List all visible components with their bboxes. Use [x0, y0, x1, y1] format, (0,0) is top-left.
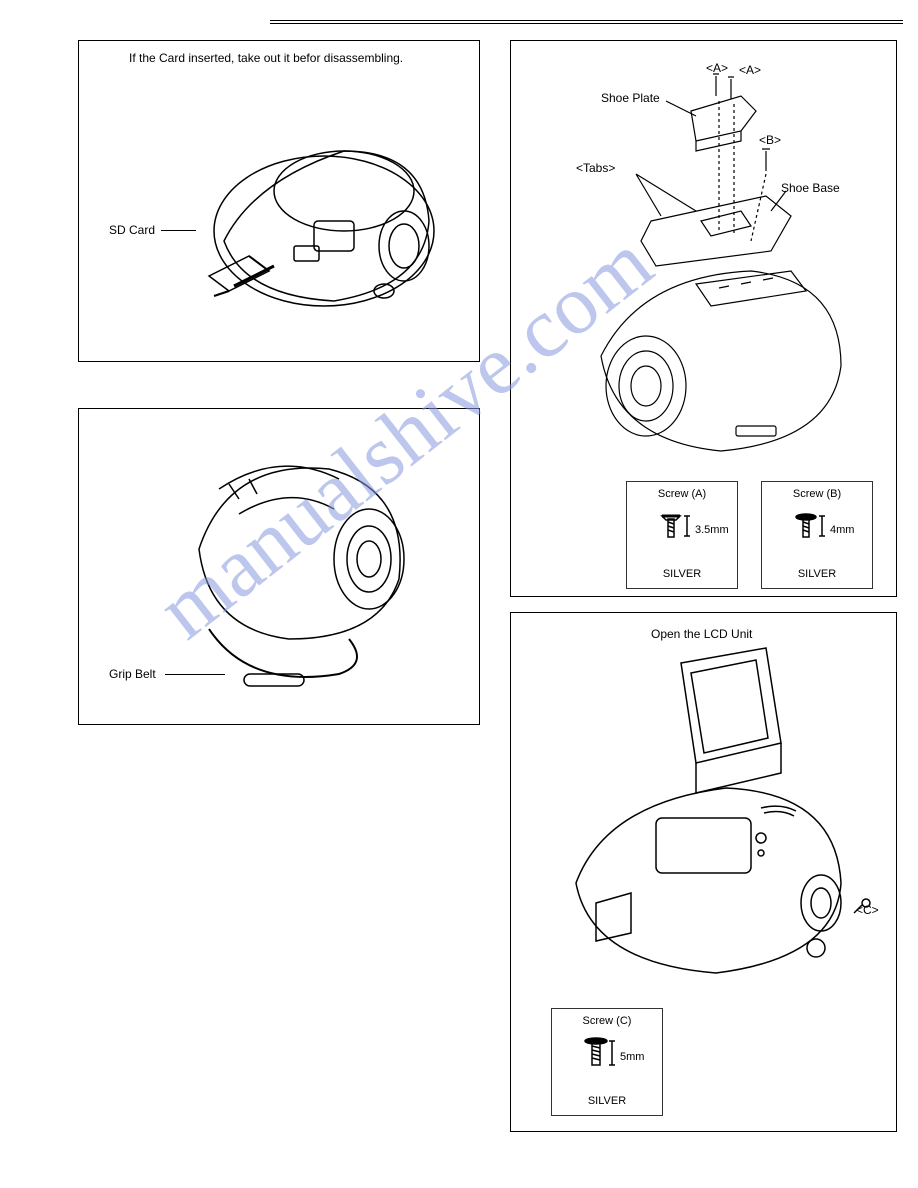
- screw-b-title: Screw (B): [762, 488, 872, 500]
- screw-a-title: Screw (A): [627, 488, 737, 500]
- camcorder-illustration-1: [174, 91, 454, 331]
- panel-grip-belt: Grip Belt: [78, 408, 480, 725]
- camcorder-illustration-2: [139, 429, 439, 709]
- header-rule: [270, 20, 903, 24]
- screw-b-box: Screw (B) 4mm SILVER: [761, 481, 873, 589]
- screw-a-box: Screw (A) 3.5mm SILVER: [626, 481, 738, 589]
- lcd-illustration: [536, 643, 886, 993]
- sd-card-label: SD Card: [109, 223, 155, 237]
- screw-c-dim: 5mm: [620, 1051, 644, 1063]
- screw-c-box: Screw (C) 5mm SILVER: [551, 1008, 663, 1116]
- screw-a-dim: 3.5mm: [695, 524, 729, 536]
- panel-sd-card: If the Card inserted, take out it befor …: [78, 40, 480, 362]
- lcd-note: Open the LCD Unit: [651, 627, 752, 641]
- screw-b-dim: 4mm: [830, 524, 854, 536]
- shoe-illustration: [541, 56, 881, 476]
- sd-card-note: If the Card inserted, take out it befor …: [129, 51, 403, 65]
- screw-a-color: SILVER: [627, 568, 737, 580]
- screw-b-color: SILVER: [762, 568, 872, 580]
- panel-lcd: Open the LCD Unit <C> Screw (C): [510, 612, 897, 1132]
- panel-shoe: Shoe Plate <A> <A> <B> <Tabs> Shoe Base: [510, 40, 897, 597]
- screw-c-title: Screw (C): [552, 1015, 662, 1027]
- screw-c-color: SILVER: [552, 1095, 662, 1107]
